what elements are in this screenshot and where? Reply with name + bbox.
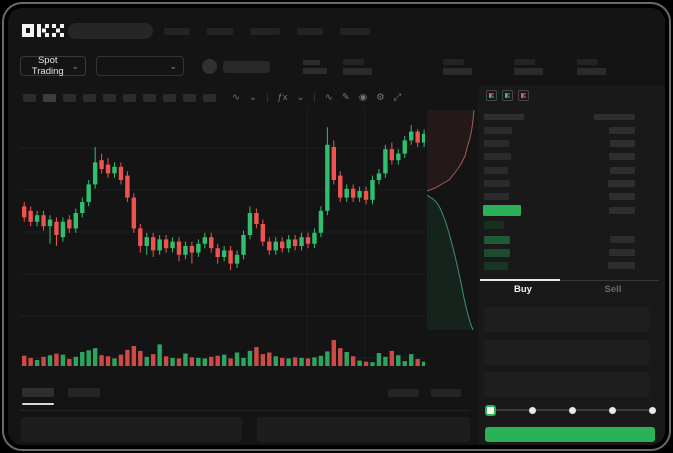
bottom-tab-active[interactable] bbox=[22, 388, 54, 397]
draw-tool-icon[interactable]: ✎ bbox=[341, 91, 350, 103]
timeframe-toolbar bbox=[23, 93, 216, 103]
depth-chart bbox=[427, 110, 475, 330]
ask-size-bar bbox=[609, 153, 635, 160]
timeframe-button[interactable] bbox=[123, 94, 136, 102]
orderbook-panel: Buy Sell bbox=[478, 85, 665, 445]
bottom-action-placeholder[interactable] bbox=[431, 389, 461, 397]
price-size-bar bbox=[609, 207, 635, 214]
orderbook-layout-bids-icon[interactable] bbox=[502, 90, 513, 101]
separator: | bbox=[265, 91, 269, 103]
tab-buy[interactable]: Buy bbox=[514, 284, 532, 295]
settings-icon[interactable]: ⚙ bbox=[376, 91, 385, 103]
orderbook-layout-asks-icon[interactable] bbox=[518, 90, 529, 101]
timeframe-button[interactable] bbox=[203, 94, 216, 102]
orders-panel-placeholder bbox=[257, 417, 470, 442]
ask-depth-bar[interactable] bbox=[484, 153, 511, 160]
slider-stop[interactable] bbox=[529, 406, 536, 414]
candlestick-chart[interactable] bbox=[20, 106, 425, 370]
nav-item-placeholder[interactable] bbox=[297, 28, 323, 35]
timeframe-button[interactable] bbox=[43, 94, 56, 102]
search-input[interactable] bbox=[68, 23, 153, 39]
bid-depth-bar[interactable] bbox=[484, 236, 510, 244]
slider-stop[interactable] bbox=[649, 406, 656, 414]
divider bbox=[20, 410, 470, 411]
timeframe-button[interactable] bbox=[83, 94, 96, 102]
bottom-action-placeholder[interactable] bbox=[388, 389, 419, 397]
slider-stop[interactable] bbox=[609, 406, 616, 414]
fullscreen-icon[interactable]: ⤢ bbox=[393, 91, 402, 103]
timeframe-button[interactable] bbox=[63, 94, 76, 102]
timeframe-button[interactable] bbox=[143, 94, 156, 102]
ask-size-bar bbox=[608, 180, 635, 187]
ask-size-bar bbox=[610, 140, 635, 147]
stat-group bbox=[343, 59, 372, 75]
total-input[interactable] bbox=[484, 372, 650, 397]
stat-group bbox=[514, 59, 543, 75]
list-icon[interactable] bbox=[303, 60, 327, 74]
orders-panel-placeholder bbox=[21, 417, 242, 442]
ask-size-bar bbox=[609, 127, 635, 134]
ask-depth-bar[interactable] bbox=[484, 140, 509, 147]
amount-input[interactable] bbox=[484, 340, 650, 365]
tab-sell[interactable]: Sell bbox=[604, 284, 622, 295]
pair-selector[interactable]: ⌄ bbox=[96, 56, 184, 76]
market-type-label: Spot Trading bbox=[31, 55, 64, 77]
chevron-down-icon: ⌄ bbox=[169, 60, 177, 71]
chart-tools: ∿ ⌄ | ƒx ⌄ | ∿ ✎ ◉ ⚙ ⤢ bbox=[232, 91, 401, 103]
ask-depth-bar[interactable] bbox=[484, 167, 508, 174]
bid-depth-bar[interactable] bbox=[484, 221, 504, 229]
ask-size-bar bbox=[609, 193, 635, 200]
candle-type-icon[interactable]: ∿ bbox=[232, 91, 240, 103]
price-input[interactable] bbox=[484, 307, 650, 332]
slider-stop[interactable] bbox=[569, 406, 576, 414]
ask-depth-bar[interactable] bbox=[484, 180, 510, 187]
line-tool-icon[interactable]: ∿ bbox=[324, 91, 333, 103]
ask-size-bar bbox=[610, 167, 635, 174]
app-window: Spot Trading ⌄ ⌄ ∿ ⌄ | ƒx ⌄ | ∿ ✎ ◉ ⚙ ⤢ bbox=[8, 8, 665, 445]
nav-item-placeholder[interactable] bbox=[340, 28, 370, 35]
okx-logo bbox=[22, 24, 64, 42]
pair-name-placeholder bbox=[223, 61, 270, 73]
last-price-bar[interactable] bbox=[483, 205, 521, 216]
ask-depth-bar[interactable] bbox=[484, 127, 512, 134]
chevron-down-icon: ⌄ bbox=[71, 60, 79, 71]
indicator-fx-icon[interactable]: ƒx bbox=[277, 91, 288, 103]
nav-item-placeholder[interactable] bbox=[207, 28, 233, 35]
chevron-down-icon[interactable]: ⌄ bbox=[248, 91, 257, 103]
market-type-selector[interactable]: Spot Trading ⌄ bbox=[20, 55, 86, 77]
bid-size-bar bbox=[609, 249, 635, 256]
nav-item-placeholder[interactable] bbox=[164, 28, 190, 35]
timeframe-button[interactable] bbox=[163, 94, 176, 102]
ask-depth-bar[interactable] bbox=[484, 193, 509, 200]
orderbook-header-left bbox=[484, 114, 524, 120]
active-tab-indicator bbox=[22, 403, 54, 405]
bid-size-bar bbox=[610, 236, 635, 243]
sell-tab-line bbox=[560, 280, 659, 281]
buy-submit-button[interactable] bbox=[485, 427, 655, 442]
buy-tab-indicator bbox=[480, 279, 560, 281]
slider-handle[interactable] bbox=[485, 404, 496, 416]
orderbook-header-right bbox=[594, 114, 635, 120]
camera-icon[interactable]: ◉ bbox=[358, 91, 368, 103]
bid-depth-bar[interactable] bbox=[484, 249, 510, 257]
amount-percent-slider[interactable] bbox=[485, 403, 656, 417]
stat-group bbox=[443, 59, 472, 75]
nav-item-placeholder[interactable] bbox=[250, 28, 280, 35]
stat-group bbox=[577, 59, 606, 75]
bottom-tab[interactable] bbox=[68, 388, 100, 397]
chevron-down-icon[interactable]: ⌄ bbox=[296, 91, 305, 103]
bid-size-bar bbox=[608, 262, 635, 269]
main-nav bbox=[164, 28, 370, 35]
coin-icon bbox=[202, 59, 217, 74]
timeframe-button[interactable] bbox=[103, 94, 116, 102]
orderbook-layout-all-icon[interactable] bbox=[486, 90, 497, 101]
timeframe-button[interactable] bbox=[183, 94, 196, 102]
timeframe-button[interactable] bbox=[23, 94, 36, 102]
separator: | bbox=[313, 91, 316, 103]
bid-depth-bar[interactable] bbox=[484, 262, 508, 270]
